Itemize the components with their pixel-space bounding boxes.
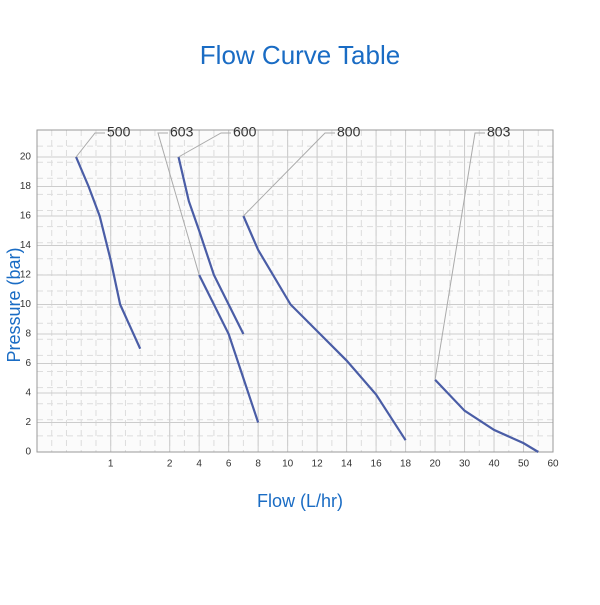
x-axis-label: Flow (L/hr) [257,491,343,511]
y-tick-label: 4 [25,388,31,399]
leader-line [178,132,231,158]
series-label: 603 [170,124,194,140]
series-line [75,156,142,350]
x-tick-label: 16 [371,459,383,470]
y-tick-label: 14 [20,240,32,251]
y-tick-label: 10 [20,299,32,310]
chart-title: Flow Curve Table [200,40,400,70]
y-tick-label: 8 [25,329,31,340]
plot-area [37,130,553,452]
series-label: 800 [337,124,361,140]
x-tick-label: 14 [341,459,353,470]
x-tick-label: 12 [312,459,324,470]
series-line [434,378,539,453]
y-tick-label: 2 [25,417,31,428]
series-label: 600 [233,124,257,140]
x-tick-label: 60 [547,459,559,470]
y-tick-label: 0 [25,447,31,458]
x-tick-label: 18 [400,459,412,470]
series-line [242,215,407,441]
series-line [177,156,245,335]
x-tick-label: 6 [226,459,232,470]
x-tick-label: 4 [196,459,202,470]
y-tick-label: 20 [20,152,32,163]
y-tick-label: 6 [25,358,31,369]
y-tick-label: 16 [20,211,32,222]
y-tick-label: 12 [20,270,32,281]
leader-line [434,132,485,380]
x-tick-label: 10 [282,459,294,470]
x-tick-label: 8 [255,459,261,470]
x-tick-label: 50 [518,459,530,470]
x-tick-label: 1 [108,459,114,470]
x-tick-label: 40 [488,459,500,470]
y-tick-label: 18 [20,181,32,192]
leader-line [75,132,105,158]
series-label: 500 [107,124,131,140]
x-tick-label: 2 [167,459,173,470]
leader-line [243,132,335,217]
series-line [198,274,260,423]
series-label: 803 [487,124,511,140]
x-tick-label: 20 [429,459,441,470]
plot-frame [36,129,554,453]
leader-line [157,132,200,276]
y-axis-label: Pressure (bar) [4,247,24,362]
x-tick-label: 30 [459,459,471,470]
